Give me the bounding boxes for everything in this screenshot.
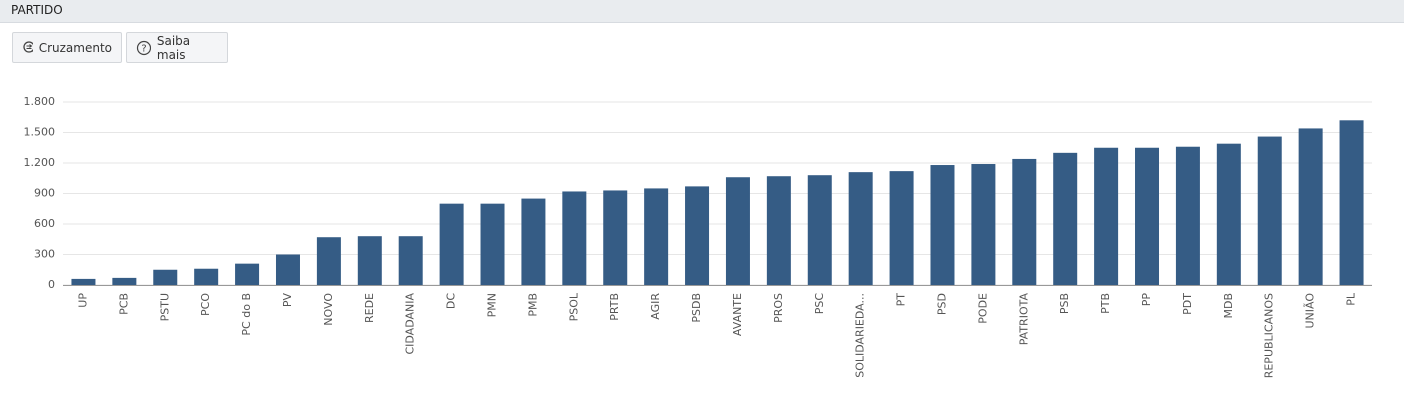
cross-button[interactable]: Cruzamento	[12, 32, 122, 63]
bar	[112, 277, 137, 285]
bar	[1339, 120, 1364, 285]
x-tick-label: PRTB	[608, 293, 621, 321]
x-tick-label: PSC	[813, 293, 826, 315]
x-tick-label: PC do B	[240, 293, 253, 336]
bar	[644, 188, 669, 285]
bar	[71, 278, 96, 285]
bar	[1135, 147, 1160, 285]
bar	[930, 165, 955, 285]
y-tick-label: 1.500	[24, 126, 56, 139]
x-tick-label: PV	[281, 293, 294, 308]
bar	[603, 190, 628, 285]
x-tick-label: PL	[1345, 292, 1358, 306]
x-tick-label: PCB	[117, 293, 130, 315]
button-label: Saiba mais	[156, 33, 191, 62]
bar	[194, 268, 219, 285]
x-tick-label: PATRIOTA	[1017, 293, 1030, 346]
info-button[interactable]: ? Saiba mais	[126, 32, 228, 63]
bar	[153, 269, 178, 285]
x-tick-label: AGIR	[649, 293, 662, 320]
x-tick-label: MDB	[1222, 293, 1235, 319]
y-tick-label: 300	[34, 248, 55, 261]
x-tick-label: PP	[1140, 293, 1153, 307]
bar	[521, 198, 546, 285]
y-tick-label: 1.200	[24, 156, 56, 169]
bar	[1175, 146, 1200, 285]
panel-title: PARTIDO	[0, 0, 1404, 23]
bar	[439, 203, 464, 285]
bar	[480, 203, 505, 285]
x-tick-label: DC	[445, 293, 458, 309]
bar	[275, 254, 300, 285]
bar	[1012, 158, 1037, 285]
bar	[971, 164, 996, 285]
bar	[562, 191, 587, 285]
x-tick-label: PDT	[1181, 293, 1194, 315]
bar	[1298, 128, 1323, 285]
x-tick-label: AVANTE	[731, 293, 744, 336]
x-tick-label: PSDB	[690, 293, 703, 323]
icon: ?	[136, 40, 151, 55]
bar	[1053, 152, 1078, 285]
bar	[685, 186, 710, 285]
y-tick-label: 600	[34, 217, 55, 230]
x-tick-label: PROS	[772, 293, 785, 323]
svg-text:?: ?	[141, 43, 146, 54]
x-tick-label: PODE	[976, 293, 989, 324]
y-tick-label: 1.800	[24, 95, 56, 108]
bar	[398, 236, 423, 285]
x-tick-label: PSTU	[158, 293, 171, 321]
bar	[848, 172, 873, 285]
bar	[889, 171, 914, 285]
x-tick-label: CIDADANIA	[404, 293, 417, 355]
bar	[357, 236, 382, 285]
x-tick-label: PMN	[486, 293, 499, 317]
bar	[1094, 147, 1119, 285]
bar	[235, 263, 260, 285]
x-tick-label: NOVO	[322, 293, 335, 326]
x-tick-label: UNIÃO	[1304, 293, 1317, 329]
x-tick-label: PT	[895, 293, 908, 307]
button-label: Cruzamento	[38, 40, 112, 55]
bar	[766, 176, 791, 285]
x-tick-label: PTB	[1099, 293, 1112, 314]
x-tick-label: SOLIDARIEDA...	[854, 293, 867, 378]
x-tick-label: PMB	[526, 293, 539, 317]
x-tick-label: UP	[76, 293, 89, 308]
y-tick-label: 0	[48, 278, 55, 291]
x-tick-label: PSD	[935, 293, 948, 315]
bar	[316, 237, 341, 285]
bar	[1216, 143, 1241, 285]
bar	[725, 177, 750, 285]
bar	[807, 175, 832, 285]
x-tick-label: REDE	[363, 293, 376, 323]
x-tick-label: PCO	[199, 293, 212, 316]
x-tick-label: PSB	[1058, 293, 1071, 314]
bar	[1257, 136, 1282, 285]
x-tick-label: REPUBLICANOS	[1263, 293, 1276, 378]
x-tick-label: PSOL	[567, 292, 580, 321]
y-tick-label: 900	[34, 187, 55, 200]
icon	[23, 40, 33, 53]
